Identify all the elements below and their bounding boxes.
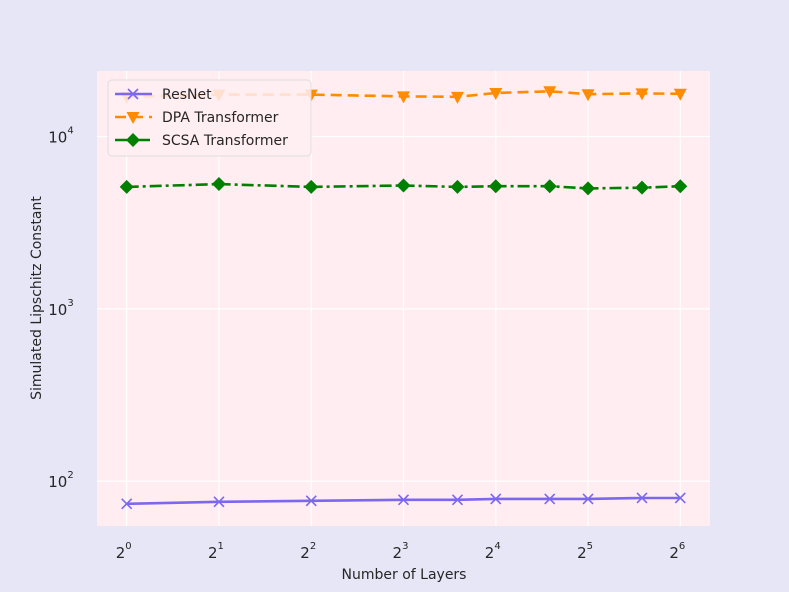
- legend: ResNet DPA Transformer SCSA Transformer: [107, 79, 312, 157]
- legend-label: DPA Transformer: [162, 110, 279, 126]
- y-tick-label: 102: [48, 470, 73, 491]
- legend-marker: [126, 133, 140, 147]
- legend-marker: [127, 88, 139, 100]
- data-point: [211, 177, 226, 192]
- data-point: [451, 494, 464, 506]
- x-tick-label: 26: [669, 541, 685, 562]
- data-point: [674, 492, 686, 504]
- data-point: [635, 88, 649, 101]
- data-point: [582, 493, 594, 505]
- data-point: [304, 179, 319, 194]
- data-point: [543, 86, 557, 99]
- x-tick-label: 23: [393, 541, 409, 562]
- legend-box: [107, 79, 312, 157]
- x-tick-label: 22: [300, 541, 316, 562]
- data-point: [450, 179, 465, 194]
- data-point: [673, 88, 687, 101]
- data-point: [119, 179, 134, 194]
- data-point: [213, 496, 225, 508]
- tick-labels: 20 21 22 23 24 25 26 102 103 104: [48, 126, 685, 562]
- data-point: [542, 179, 557, 194]
- data-point: [450, 91, 464, 104]
- data-point: [490, 493, 502, 505]
- x-tick-label: 21: [208, 541, 224, 562]
- y-tick-label: 103: [48, 298, 73, 319]
- data-point: [488, 179, 503, 194]
- data-point: [397, 91, 410, 104]
- legend-label: ResNet: [162, 87, 212, 103]
- legend-marker: [126, 112, 140, 124]
- legend-label: SCSA Transformer: [162, 133, 288, 149]
- data-point: [397, 494, 410, 506]
- data-point: [305, 495, 317, 507]
- y-tick-label: 104: [48, 126, 73, 147]
- data-point: [673, 179, 688, 194]
- data-point: [489, 87, 503, 100]
- x-tick-label: 24: [485, 541, 501, 562]
- x-tick-label: 25: [577, 541, 593, 562]
- series-line: [126, 182, 681, 190]
- data-point: [544, 493, 556, 505]
- data-point: [581, 181, 596, 196]
- y-axis-label: Simulated Lipschitz Constant: [29, 196, 45, 400]
- data-point: [121, 498, 133, 510]
- data-point: [581, 89, 595, 102]
- series-line: [126, 496, 681, 506]
- x-axis-label: Number of Layers: [342, 567, 467, 583]
- x-tick-label: 20: [116, 541, 132, 562]
- data-point: [396, 178, 411, 193]
- data-point: [636, 492, 648, 504]
- data-point: [635, 180, 650, 195]
